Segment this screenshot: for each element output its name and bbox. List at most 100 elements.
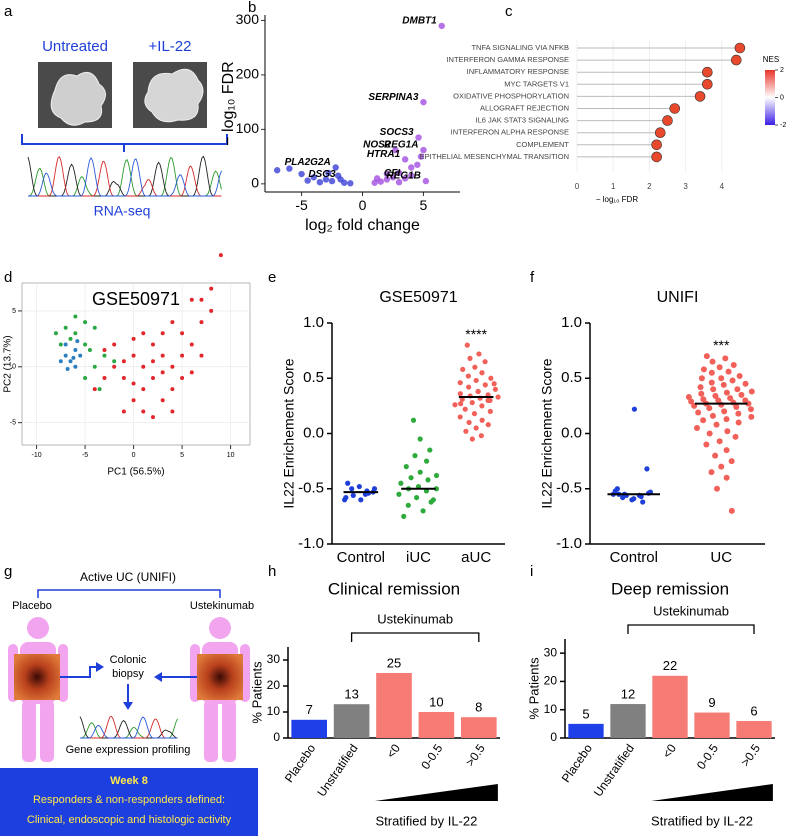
point [373, 175, 381, 182]
point [730, 361, 737, 368]
point [112, 342, 117, 347]
x-tick-label: Control [610, 549, 658, 566]
y-tick-label: 30 [544, 645, 558, 659]
point [83, 320, 88, 325]
point [712, 452, 719, 459]
point [700, 366, 707, 373]
point [735, 410, 742, 417]
point [121, 409, 126, 414]
x-tick-label: Control [337, 549, 385, 566]
chart-title: Clinical remission [328, 579, 460, 598]
panel-label: b [248, 0, 256, 16]
point-label: REG1A [384, 140, 418, 151]
point [347, 180, 354, 187]
point [700, 417, 707, 424]
lollipop-dot [651, 139, 662, 151]
point [420, 508, 426, 514]
point [170, 387, 175, 392]
point [433, 486, 440, 492]
point-label: SERPINA3 [368, 92, 418, 103]
point [423, 458, 430, 464]
point [112, 364, 117, 369]
point [700, 396, 707, 403]
point [487, 408, 493, 414]
point [73, 331, 78, 336]
point [83, 342, 88, 347]
y-axis-label: IL22 Enrichement Score [539, 358, 555, 508]
point [58, 342, 63, 347]
point [427, 447, 433, 453]
value-label: 9 [708, 695, 715, 710]
point [703, 441, 710, 448]
point [433, 472, 440, 479]
point [706, 405, 713, 412]
x-tick-label: Placebo [559, 741, 596, 785]
panel-label: d [4, 269, 12, 286]
point [68, 359, 73, 364]
lollipop-dot [730, 54, 742, 66]
point [718, 375, 725, 382]
point [121, 375, 126, 380]
point [112, 359, 117, 364]
info-box [0, 768, 258, 836]
value-label: 5 [582, 706, 589, 721]
point [723, 447, 730, 454]
value-label: 6 [750, 703, 757, 718]
point [457, 380, 463, 386]
point [722, 355, 729, 362]
point [332, 164, 339, 171]
schematic-title: Active UC (UNIFI) [80, 570, 176, 584]
point [472, 364, 478, 370]
point [53, 331, 58, 336]
bar [418, 712, 455, 738]
point [92, 325, 97, 330]
point [734, 386, 741, 393]
point [466, 384, 472, 390]
point [420, 98, 427, 106]
point [720, 381, 727, 388]
point [87, 348, 92, 353]
point [414, 161, 421, 168]
point [180, 331, 185, 336]
point [631, 496, 637, 502]
point [325, 169, 332, 177]
y-tick-label: 20 [267, 678, 281, 692]
panel-label: h [268, 563, 276, 580]
point [729, 377, 736, 384]
point [160, 398, 165, 403]
y-tick-label: 30 [267, 652, 281, 666]
point [716, 364, 723, 371]
point [428, 499, 434, 505]
panel-label: g [4, 563, 12, 580]
info-text: Week 8 [110, 775, 148, 787]
y-tick-label: 0 [550, 730, 557, 744]
point [180, 375, 185, 380]
point-label: PLA2G2A [285, 157, 331, 168]
point [160, 370, 165, 375]
point [322, 176, 330, 183]
point [209, 308, 214, 313]
point [452, 402, 458, 408]
point [417, 436, 423, 442]
point [698, 390, 705, 397]
bracket [627, 624, 755, 634]
x-tick-label: 4 [720, 182, 725, 191]
point [349, 486, 355, 492]
point [150, 375, 155, 380]
point [708, 369, 715, 376]
x-tick-label: -10 [31, 452, 41, 459]
colorbar-tick-label: 2 [780, 67, 784, 74]
x-axis-label: − log₁₀ FDR [596, 195, 638, 204]
point [189, 370, 194, 375]
point [471, 411, 478, 417]
point [350, 492, 356, 498]
x-axis-label: Stratified by IL-22 [651, 813, 753, 828]
point [728, 507, 735, 514]
y-tick-label: 0.0 [561, 424, 582, 441]
chart-title: GSE50971 [379, 289, 457, 306]
x-tick-label: 2 [647, 182, 652, 191]
y-tick-label: 10 [267, 704, 281, 718]
point [714, 485, 721, 492]
organoid [50, 71, 106, 126]
x-tick-label: Unstratified [314, 742, 360, 800]
